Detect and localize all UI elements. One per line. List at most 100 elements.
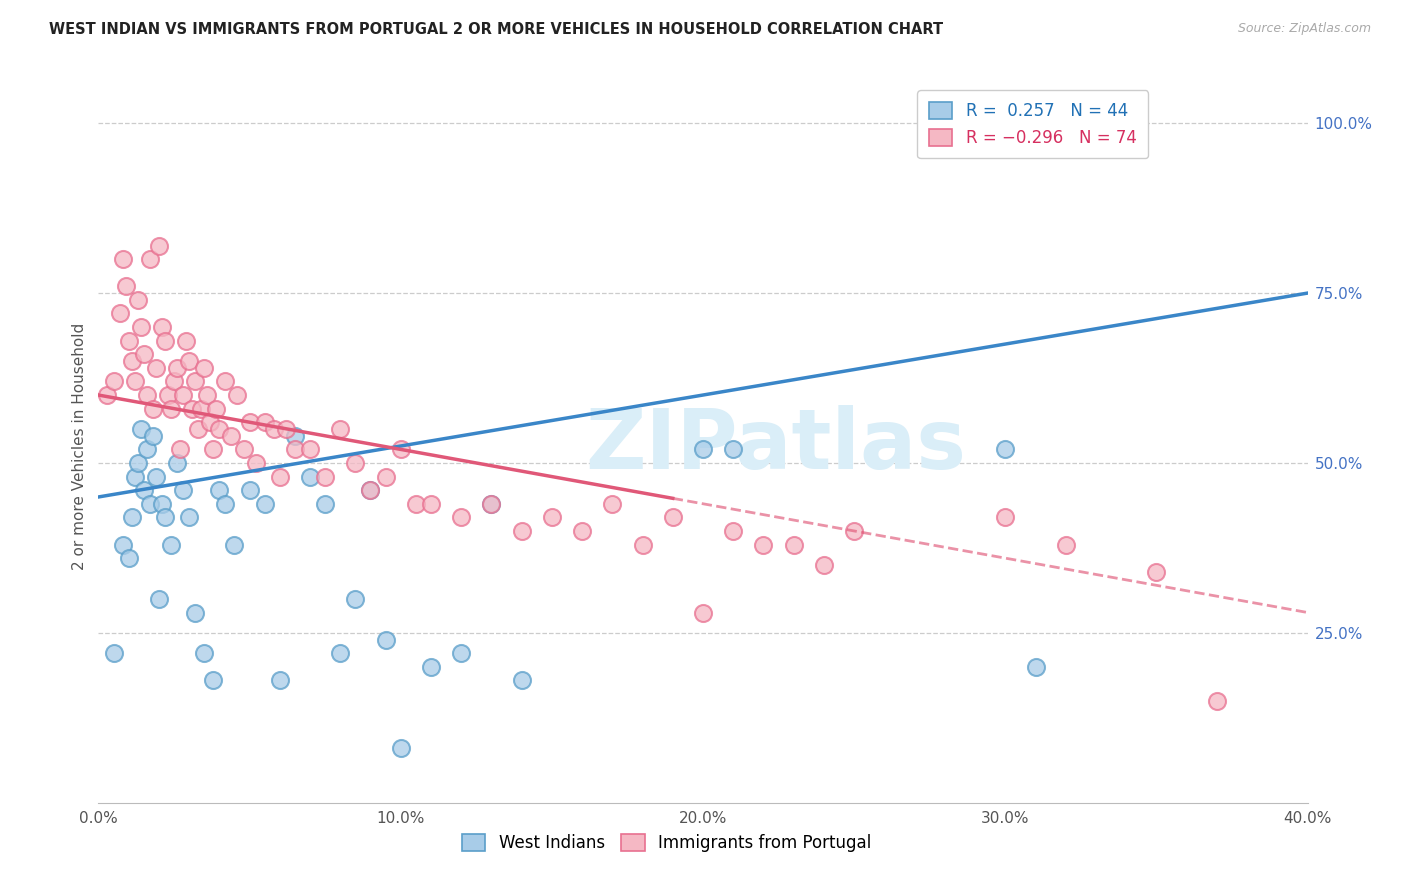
Text: WEST INDIAN VS IMMIGRANTS FROM PORTUGAL 2 OR MORE VEHICLES IN HOUSEHOLD CORRELAT: WEST INDIAN VS IMMIGRANTS FROM PORTUGAL … xyxy=(49,22,943,37)
Point xyxy=(389,442,412,457)
Point xyxy=(783,537,806,551)
Point xyxy=(450,646,472,660)
Point xyxy=(450,510,472,524)
Point xyxy=(269,469,291,483)
Point xyxy=(179,354,201,368)
Point xyxy=(205,401,228,416)
Point xyxy=(135,442,157,457)
Point xyxy=(190,401,212,416)
Point xyxy=(118,551,141,566)
Point xyxy=(994,442,1017,457)
Point xyxy=(135,388,157,402)
Point xyxy=(314,497,336,511)
Point xyxy=(145,360,167,375)
Point xyxy=(299,469,322,483)
Point xyxy=(181,401,204,416)
Point xyxy=(184,375,207,389)
Point xyxy=(153,334,176,348)
Point xyxy=(139,497,162,511)
Legend: West Indians, Immigrants from Portugal: West Indians, Immigrants from Portugal xyxy=(456,827,879,859)
Point xyxy=(360,483,382,498)
Point xyxy=(510,673,533,688)
Point xyxy=(239,483,262,498)
Point xyxy=(142,429,165,443)
Point xyxy=(232,442,254,457)
Point xyxy=(360,483,382,498)
Point xyxy=(132,347,155,361)
Point xyxy=(202,673,225,688)
Text: ZIPatlas: ZIPatlas xyxy=(585,406,966,486)
Point xyxy=(299,442,322,457)
Point xyxy=(389,741,412,756)
Point xyxy=(284,442,307,457)
Point xyxy=(274,422,297,436)
Point xyxy=(221,429,243,443)
Point xyxy=(481,497,503,511)
Point xyxy=(160,537,183,551)
Point xyxy=(344,456,367,470)
Point xyxy=(374,632,396,647)
Point xyxy=(661,510,683,524)
Point xyxy=(166,456,188,470)
Point xyxy=(148,238,170,252)
Point xyxy=(344,591,367,606)
Point xyxy=(208,483,231,498)
Point xyxy=(142,401,165,416)
Point xyxy=(179,510,201,524)
Point xyxy=(174,334,197,348)
Point xyxy=(723,524,745,538)
Point xyxy=(108,306,131,320)
Point xyxy=(571,524,593,538)
Point xyxy=(111,252,134,266)
Point xyxy=(187,422,209,436)
Point xyxy=(844,524,866,538)
Point xyxy=(994,510,1017,524)
Point xyxy=(121,510,143,524)
Point xyxy=(263,422,285,436)
Point xyxy=(226,388,249,402)
Point xyxy=(200,415,222,429)
Point xyxy=(214,497,236,511)
Point xyxy=(1146,565,1168,579)
Point xyxy=(145,469,167,483)
Point xyxy=(1024,660,1046,674)
Point xyxy=(103,375,125,389)
Point xyxy=(631,537,654,551)
Point xyxy=(127,293,149,307)
Point xyxy=(111,537,134,551)
Point xyxy=(253,415,276,429)
Point xyxy=(148,591,170,606)
Point xyxy=(224,537,246,551)
Point xyxy=(202,442,225,457)
Text: Source: ZipAtlas.com: Source: ZipAtlas.com xyxy=(1237,22,1371,36)
Point xyxy=(160,401,183,416)
Point xyxy=(329,646,352,660)
Point xyxy=(150,497,173,511)
Point xyxy=(118,334,141,348)
Point xyxy=(420,497,443,511)
Point xyxy=(124,469,146,483)
Point xyxy=(602,497,624,511)
Point xyxy=(284,429,307,443)
Point xyxy=(314,469,336,483)
Point xyxy=(269,673,291,688)
Point xyxy=(169,442,191,457)
Point xyxy=(692,442,714,457)
Point xyxy=(156,388,179,402)
Point xyxy=(481,497,503,511)
Point xyxy=(163,375,186,389)
Point xyxy=(1054,537,1077,551)
Point xyxy=(172,388,194,402)
Point xyxy=(121,354,143,368)
Y-axis label: 2 or more Vehicles in Household: 2 or more Vehicles in Household xyxy=(72,322,87,570)
Point xyxy=(139,252,162,266)
Point xyxy=(405,497,427,511)
Point xyxy=(540,510,562,524)
Point xyxy=(420,660,443,674)
Point xyxy=(184,606,207,620)
Point xyxy=(752,537,775,551)
Point xyxy=(208,422,231,436)
Point xyxy=(124,375,146,389)
Point xyxy=(329,422,352,436)
Point xyxy=(129,320,152,334)
